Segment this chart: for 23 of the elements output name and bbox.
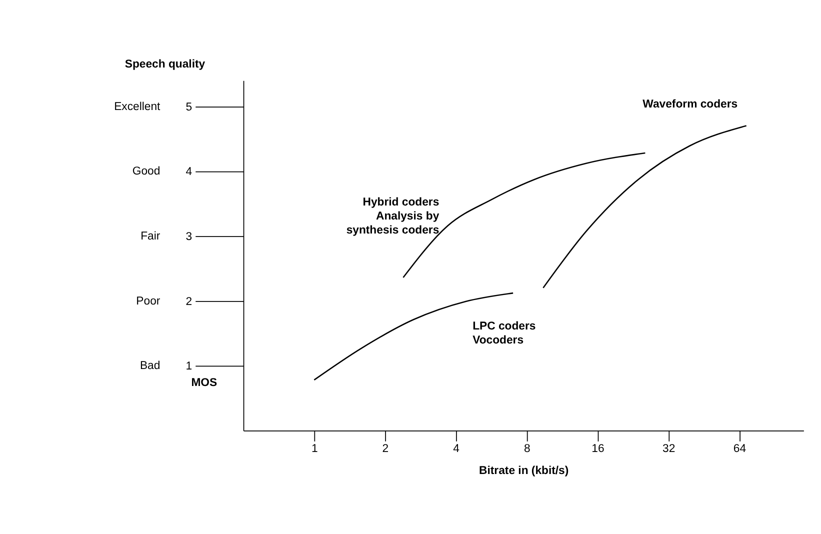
series-label: LPC coders Vocoders <box>472 320 536 346</box>
text: MOS <box>191 376 218 389</box>
text: Fair <box>140 230 160 242</box>
series-label: Waveform coders <box>642 98 738 110</box>
y-tick-label: 5 <box>186 101 192 114</box>
series-label: Hybrid coders Analysis by synthesis coders <box>346 196 440 236</box>
x-tick-label: 2 <box>382 442 389 455</box>
y-axis-title: Speech quality <box>124 58 206 71</box>
x-tick-label: 16 <box>592 442 604 455</box>
text: Bad <box>140 360 160 372</box>
x-tick-label: 1 <box>311 442 318 455</box>
y-tick-label: 1 <box>186 360 192 373</box>
text: Good <box>132 166 160 178</box>
x-tick-label: 8 <box>524 442 530 455</box>
x-tick-label: 4 <box>453 442 460 455</box>
x-tick-label: 64 <box>733 442 746 455</box>
text: Excellent <box>114 100 162 113</box>
x-axis-title: Bitrate in (kbit/s) <box>479 464 569 477</box>
y-tick-label: 4 <box>186 166 192 178</box>
y-tick-label: 2 <box>186 296 192 308</box>
y-tick-label: 3 <box>186 230 192 243</box>
text: Poor <box>136 295 160 308</box>
x-tick-label: 32 <box>662 442 676 455</box>
